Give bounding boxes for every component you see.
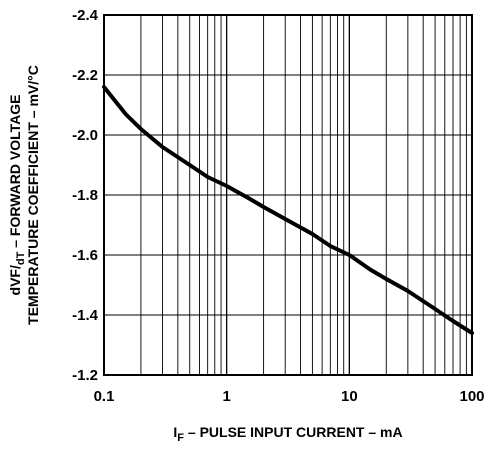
y-tick-labels: -2.4 -2.2 -2.0 -1.8 -1.6 -1.4 -1.2 (72, 7, 99, 384)
x-tick-label: 1 (222, 388, 230, 405)
y-tick-label: -2.4 (72, 7, 99, 24)
x-axis-title-symbol: I (173, 424, 177, 440)
x-axis-title: IF – PULSE INPUT CURRENT – mA (173, 424, 402, 444)
plot-frame (103, 14, 473, 376)
y-axis-title-sub: dT (15, 251, 27, 265)
x-tick-label: 10 (341, 388, 358, 405)
x-axis-title-text: – PULSE INPUT CURRENT – mA (184, 424, 403, 440)
y-axis-title-rest: – FORWARD VOLTAGE (7, 95, 23, 252)
series-group (102, 85, 474, 335)
x-axis-title-subscript: F (177, 432, 184, 444)
y-tick-label: -2.0 (72, 127, 98, 144)
y-axis-title-main: dVF/ (7, 265, 23, 295)
grid (103, 14, 472, 376)
y-tick-label: -2.2 (72, 67, 98, 84)
y-axis-title: dVF/dT – FORWARD VOLTAGE TEMPERATURE COE… (7, 65, 41, 325)
series-line (102, 85, 474, 335)
y-tick-label: -1.8 (72, 187, 98, 204)
y-axis-title-line-2: TEMPERATURE COEFFICIENT – mV/°C (25, 65, 41, 325)
y-tick-label: -1.6 (72, 247, 98, 264)
y-axis-title-line-1: dVF/dT – FORWARD VOLTAGE (7, 95, 27, 296)
y-tick-label: -1.2 (72, 367, 98, 384)
x-tick-label: 0.1 (94, 388, 115, 405)
x-tick-labels: 0.1 1 10 100 (94, 388, 485, 405)
x-tick-label: 100 (459, 388, 484, 405)
y-tick-label: -1.4 (72, 307, 99, 324)
